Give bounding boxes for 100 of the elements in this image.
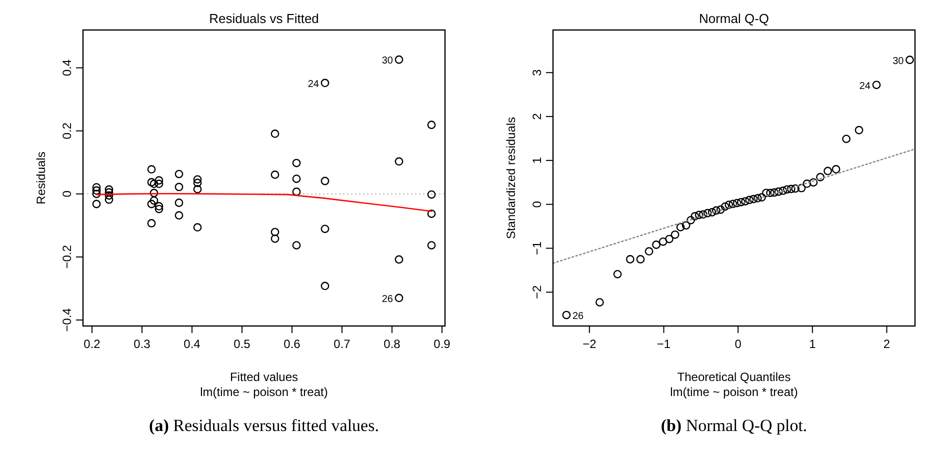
point: [292, 188, 301, 196]
point: [427, 210, 436, 218]
x-tick-label: −2: [582, 337, 597, 351]
point: [626, 255, 634, 264]
point: [394, 294, 404, 302]
point: [665, 234, 674, 244]
point: [92, 186, 101, 195]
point: [802, 180, 812, 188]
y-tick-label: 0: [530, 200, 544, 208]
point: [394, 157, 404, 166]
point: [150, 180, 158, 188]
point: [762, 188, 770, 198]
point: [708, 208, 716, 216]
point: [736, 198, 746, 206]
point: [774, 187, 783, 196]
point: [595, 298, 604, 306]
point: [292, 158, 301, 168]
text: (a) Residuals versus fitted values.: [149, 416, 379, 435]
point: [270, 130, 280, 138]
point: [732, 198, 742, 208]
point: [644, 247, 654, 256]
chart-title: Residuals vs Fitted: [209, 11, 319, 26]
point: [104, 188, 114, 197]
point: [147, 165, 156, 174]
point: [92, 183, 101, 192]
point: [728, 200, 738, 208]
point: [786, 184, 796, 194]
point: [791, 184, 800, 193]
point: [842, 134, 851, 144]
point: [906, 56, 914, 64]
text: lm(time ~ poison * treat): [200, 385, 328, 399]
point: [270, 170, 280, 179]
point: [698, 210, 708, 219]
x-tick-label: 0: [734, 337, 742, 351]
point: [292, 174, 301, 183]
y-tick-label: 2: [530, 112, 544, 120]
point: [636, 255, 645, 264]
point: [797, 184, 806, 192]
point: [147, 178, 156, 186]
x-tick-label: 0.4: [184, 337, 201, 351]
y-tick-label: −1: [530, 241, 544, 256]
point: [154, 176, 164, 185]
point: [147, 200, 156, 208]
x-tick-label: 0.3: [134, 337, 151, 351]
point: [104, 185, 114, 194]
point: [682, 221, 690, 230]
x-tick-label: 1: [809, 337, 816, 351]
point: [394, 255, 404, 264]
x-tick-label: 0.9: [434, 337, 451, 351]
point: [193, 223, 202, 232]
text: (b) Normal Q-Q plot.: [660, 416, 808, 435]
point: [816, 172, 824, 182]
point: [292, 241, 301, 250]
point: [686, 216, 696, 224]
y-tick-label: −0.4: [60, 308, 74, 332]
y-tick-label: 0.4: [60, 59, 74, 76]
point: [320, 282, 330, 290]
x-tick-label: 0.6: [284, 337, 301, 351]
text: lm(time ~ poison * treat): [670, 385, 798, 399]
x-axis-title: Fitted values: [230, 370, 298, 384]
x-tick-label: 0.5: [234, 337, 251, 351]
point: [749, 194, 758, 204]
point: [92, 200, 101, 208]
point: [809, 178, 818, 187]
point: [427, 120, 436, 130]
point: [154, 202, 164, 210]
point: [720, 202, 730, 211]
point: [712, 206, 720, 215]
point: [716, 205, 725, 214]
x-tick-label: 0.2: [84, 337, 101, 351]
point: [320, 176, 330, 186]
point: [193, 175, 202, 184]
point: [270, 228, 280, 236]
y-axis-title: Standardized residuals: [504, 116, 518, 240]
x-tick-label: 2: [883, 337, 890, 351]
y-tick-label: 3: [530, 68, 544, 76]
point: [694, 210, 704, 220]
y-axis-title: Residuals: [34, 152, 48, 204]
point: [770, 188, 779, 197]
x-axis-title: Theoretical Quantiles: [677, 370, 791, 384]
point: [104, 195, 114, 204]
point: [427, 190, 436, 199]
y-tick-label: −0.2: [60, 244, 74, 269]
y-tick-label: 0: [60, 190, 74, 198]
point: [193, 184, 202, 194]
annotation: 26: [382, 294, 394, 305]
point: [724, 200, 734, 209]
point: [150, 188, 158, 198]
point: [270, 234, 280, 243]
point: [427, 241, 436, 250]
point: [150, 196, 158, 205]
point: [154, 180, 164, 188]
point: [758, 193, 766, 202]
point: [824, 166, 832, 176]
point: [778, 186, 788, 195]
point: [670, 230, 680, 239]
point: [174, 182, 184, 192]
point: [854, 126, 864, 134]
annotation: 30: [892, 56, 904, 67]
y-tick-label: −2: [530, 285, 544, 300]
